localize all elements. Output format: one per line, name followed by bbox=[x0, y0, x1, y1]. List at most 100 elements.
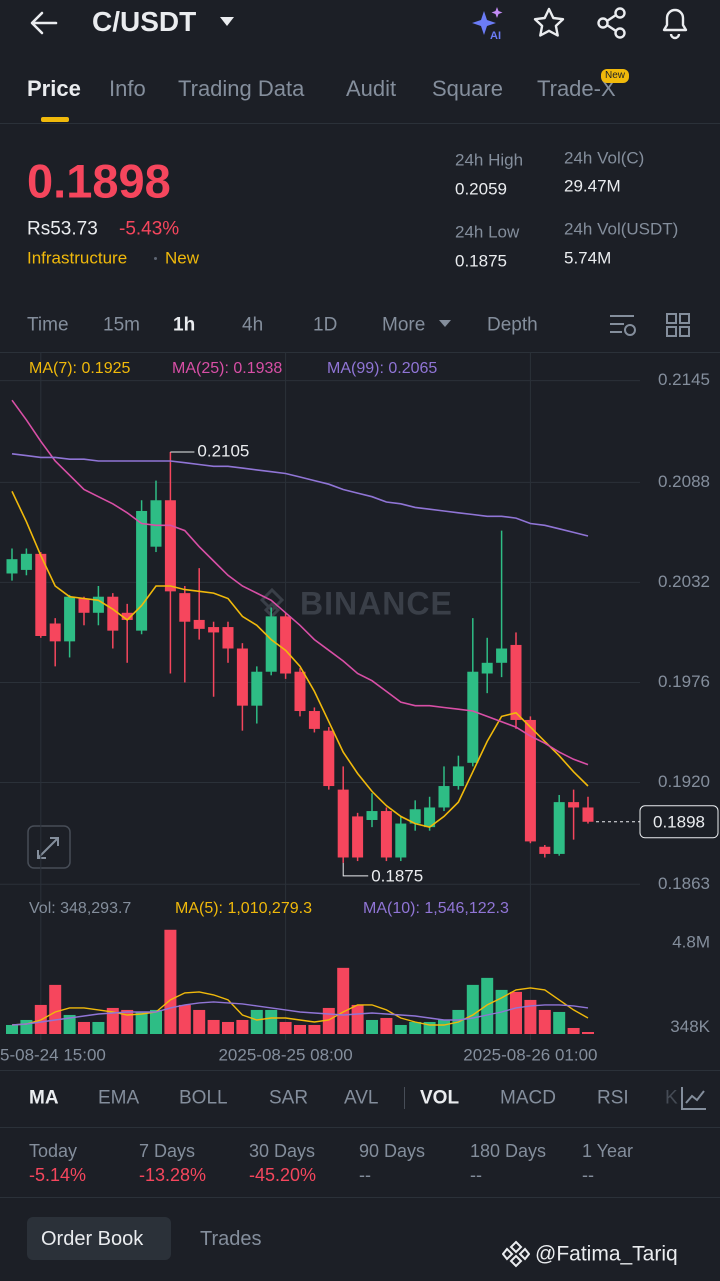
tag[interactable]: Infrastructure bbox=[27, 248, 128, 268]
indicator[interactable]: MACD bbox=[500, 1087, 556, 1109]
chart-settings[interactable] bbox=[608, 311, 638, 339]
interval[interactable]: 4h bbox=[242, 314, 264, 336]
bottom-tab[interactable]: Trades bbox=[200, 1228, 262, 1250]
volume-bar bbox=[337, 967, 350, 1034]
indicator[interactable]: BOLL bbox=[179, 1087, 228, 1109]
volume-bar bbox=[150, 1009, 162, 1034]
ai-icon[interactable]: AI bbox=[470, 5, 508, 41]
ma-line bbox=[11, 490, 589, 828]
volume-bar bbox=[438, 1019, 450, 1034]
volume-bar bbox=[6, 1024, 18, 1034]
tab[interactable]: Audit bbox=[346, 76, 397, 101]
svg-text:AI: AI bbox=[490, 30, 501, 41]
active-tab-indicator bbox=[41, 117, 69, 122]
candle-body bbox=[481, 662, 493, 674]
indicator[interactable]: K bbox=[665, 1087, 678, 1109]
volume-bar bbox=[164, 929, 177, 1034]
indicator[interactable]: MA bbox=[29, 1087, 59, 1109]
candle-body bbox=[78, 598, 90, 613]
candle-body bbox=[409, 809, 421, 824]
volume-bar bbox=[481, 977, 494, 1034]
candle-body bbox=[222, 627, 234, 649]
x-tick-label: 2025-08-26 01:00 bbox=[463, 1045, 597, 1064]
stat-value: 29.47M bbox=[564, 176, 621, 196]
period-label: Today bbox=[29, 1141, 78, 1161]
candle-body bbox=[424, 807, 436, 828]
share-button[interactable] bbox=[595, 6, 629, 40]
interval[interactable]: Depth bbox=[487, 314, 538, 336]
favorite-button[interactable] bbox=[532, 6, 566, 40]
candle-body bbox=[294, 671, 306, 712]
indicator[interactable]: VOL bbox=[420, 1087, 460, 1109]
volume-bar bbox=[366, 1019, 378, 1034]
volume-bar bbox=[135, 1011, 148, 1034]
indicator[interactable]: EMA bbox=[98, 1087, 140, 1109]
volume-bar bbox=[351, 1004, 364, 1034]
indicator-settings[interactable] bbox=[680, 1085, 708, 1111]
pair-dropdown[interactable] bbox=[219, 16, 235, 28]
bottom-tab[interactable]: Order Book bbox=[41, 1228, 144, 1250]
ma-line bbox=[11, 453, 589, 537]
layout-toggle[interactable] bbox=[665, 312, 691, 338]
period-label: 7 Days bbox=[139, 1141, 196, 1161]
indicator[interactable]: RSI bbox=[597, 1087, 629, 1109]
y-tick-label: 0.1863 bbox=[658, 874, 710, 893]
more-dropdown[interactable] bbox=[438, 319, 452, 329]
tab[interactable]: Trading Data bbox=[178, 76, 305, 101]
volume-ma-legend: MA(10): 1,546,122.3 bbox=[363, 900, 509, 917]
candle-body bbox=[236, 648, 248, 706]
divider bbox=[0, 1070, 720, 1071]
period-label: 1 Year bbox=[582, 1141, 634, 1161]
divider bbox=[0, 352, 720, 353]
candle-body bbox=[49, 623, 61, 642]
volume-bar bbox=[78, 1021, 90, 1034]
volume-bar bbox=[207, 1019, 220, 1034]
indicator[interactable]: SAR bbox=[269, 1087, 309, 1109]
ma-legend: MA(25): 0.1938 bbox=[172, 360, 283, 377]
candle-body bbox=[6, 559, 18, 574]
ma-legend: MA(99): 0.2065 bbox=[327, 360, 438, 377]
interval[interactable]: More bbox=[382, 314, 426, 336]
candle-body bbox=[452, 766, 464, 787]
volume-bar bbox=[193, 1009, 206, 1034]
alerts-button[interactable] bbox=[658, 4, 692, 40]
stat-label: 24h Low bbox=[455, 222, 520, 242]
volume-bar bbox=[279, 1021, 292, 1034]
ma-line bbox=[11, 399, 589, 766]
fullscreen-icon bbox=[37, 837, 59, 859]
tab[interactable]: Info bbox=[109, 76, 146, 101]
volume-bar bbox=[92, 1021, 105, 1034]
indicator[interactable]: AVL bbox=[344, 1087, 379, 1109]
period-label: 30 Days bbox=[249, 1141, 316, 1161]
y-tick-label: 0.1920 bbox=[658, 772, 710, 791]
interval[interactable]: 1D bbox=[313, 314, 338, 336]
volume-bar bbox=[106, 1007, 119, 1034]
period-change: -- bbox=[582, 1165, 594, 1185]
volume-bar bbox=[394, 1024, 407, 1034]
interval[interactable]: Time bbox=[27, 314, 69, 336]
volume-bar bbox=[121, 1009, 134, 1034]
volume-bar bbox=[294, 1024, 306, 1034]
tab[interactable]: Price bbox=[27, 76, 81, 101]
candle-body bbox=[524, 719, 536, 842]
y-tick-label: 0.1976 bbox=[658, 672, 710, 691]
tab[interactable]: Square bbox=[432, 76, 503, 101]
candle-body bbox=[553, 802, 565, 854]
back-button[interactable] bbox=[28, 8, 60, 38]
stat-label: 24h Vol(USDT) bbox=[564, 219, 679, 239]
period-label: 180 Days bbox=[470, 1141, 547, 1161]
candle-body bbox=[280, 616, 292, 674]
tag[interactable]: New bbox=[165, 248, 200, 268]
tab[interactable]: Trade-X bbox=[537, 76, 616, 101]
volume-bar bbox=[510, 991, 522, 1034]
interval[interactable]: 15m bbox=[103, 314, 140, 336]
stat-label: 24h Vol(C) bbox=[564, 148, 645, 168]
interval[interactable]: 1h bbox=[173, 314, 196, 336]
candle-body bbox=[352, 816, 364, 858]
pair-title[interactable]: C/USDT bbox=[92, 6, 197, 37]
candle-body bbox=[510, 644, 522, 720]
price-chart[interactable]: BINANCE 0.2145 0.2088 0.2032 0.1976 0.1920 0.1… bbox=[0, 340, 720, 1070]
volume-bar bbox=[380, 1017, 393, 1034]
fullscreen-button[interactable] bbox=[27, 825, 71, 869]
